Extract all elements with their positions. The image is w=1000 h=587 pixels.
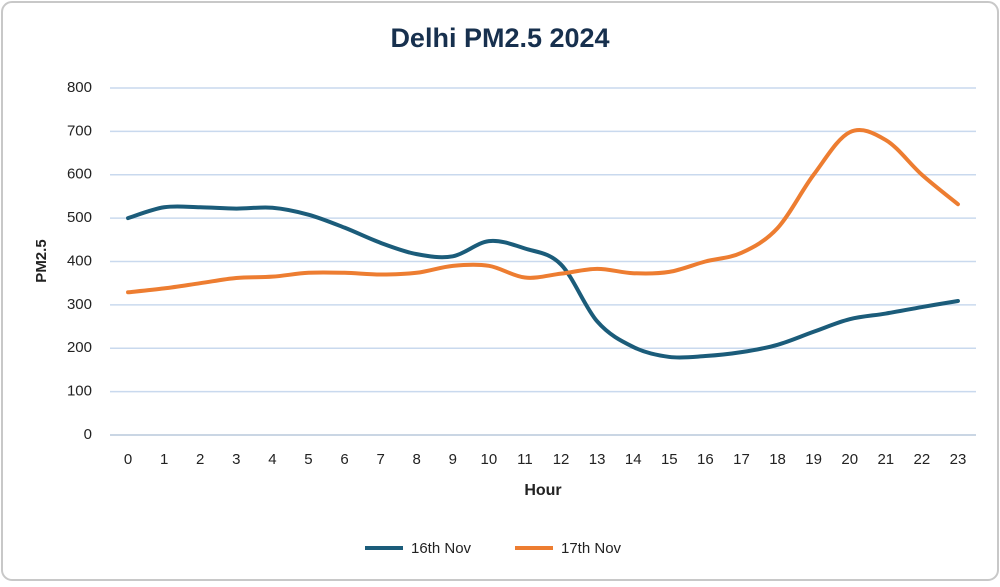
x-tick-label: 8 [413,451,421,468]
y-tick-label: 500 [67,209,92,226]
x-tick-label: 7 [376,451,384,468]
chart-title: Delhi PM2.5 2024 [390,23,609,53]
x-tick-label: 1 [160,451,168,468]
x-tick-label: 15 [661,451,678,468]
x-tick-label: 3 [232,451,240,468]
y-tick-label: 300 [67,296,92,313]
x-tick-label: 19 [805,451,822,468]
x-tick-label: 18 [769,451,786,468]
y-tick-label: 0 [84,426,92,443]
line-series [126,204,960,360]
x-tick-label: 9 [449,451,457,468]
x-tick-label: 11 [517,451,533,468]
x-tick-label: 12 [553,451,570,468]
x-tick-label: 21 [877,451,894,468]
x-tick-label: 17 [733,451,750,468]
y-tick-label: 600 [67,166,92,183]
y-tick-label: 100 [67,383,92,400]
x-tick-label: 10 [481,451,498,468]
legend-label: 16th Nov [411,540,472,557]
y-tick-label: 200 [67,339,92,356]
y-tick-label: 400 [67,252,92,269]
legend-label: 17th Nov [561,540,622,557]
x-tick-label: 16 [697,451,714,468]
line-series [126,128,960,295]
x-tick-label: 5 [304,451,312,468]
x-tick-label: 6 [340,451,348,468]
y-axis-title: PM2.5 [33,239,50,282]
x-tick-label: 20 [841,451,858,468]
x-tick-label: 13 [589,451,606,468]
y-tick-label: 700 [67,122,92,139]
y-tick-label: 800 [67,79,92,96]
x-tick-label: 4 [268,451,276,468]
x-tick-label: 22 [914,451,931,468]
x-tick-label: 2 [196,451,204,468]
x-axis-title: Hour [524,482,561,499]
x-tick-label: 0 [124,451,132,468]
x-tick-label: 14 [625,451,642,468]
x-tick-label: 23 [950,451,967,468]
